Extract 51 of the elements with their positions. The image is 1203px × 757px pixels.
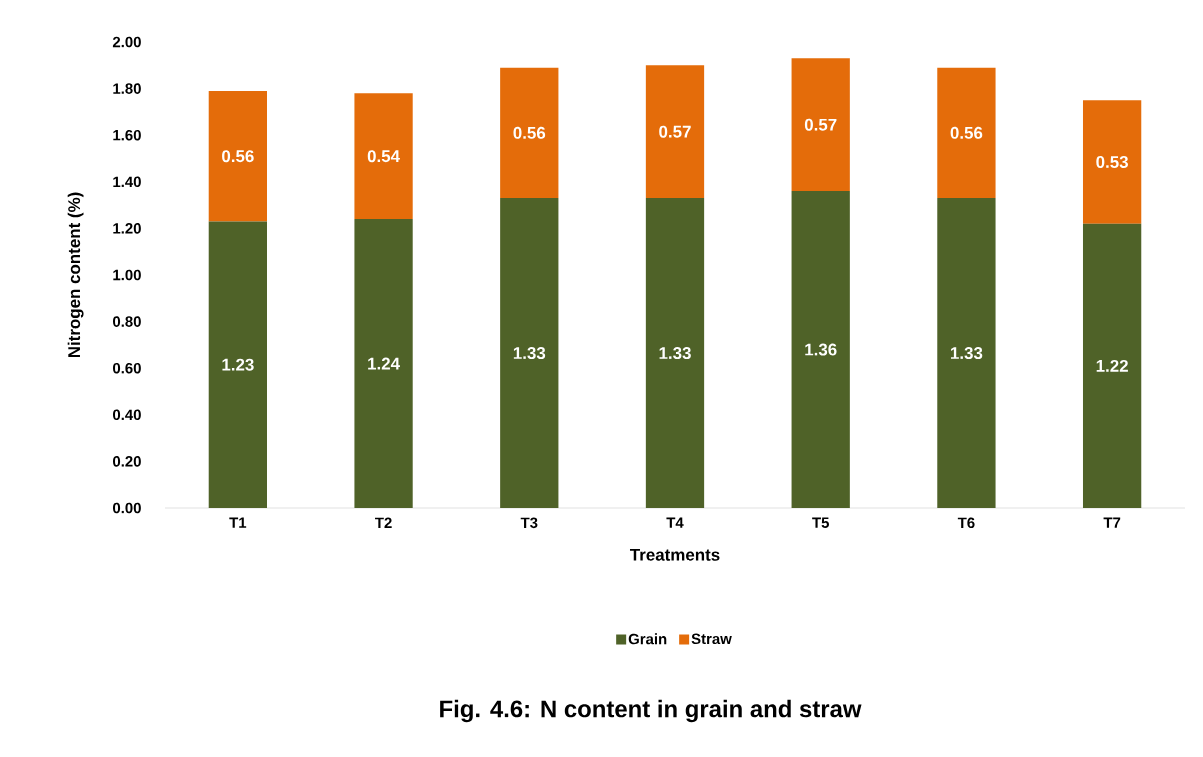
data-label: 1.33 <box>659 347 691 360</box>
data-label: 0.54 <box>367 150 400 163</box>
y-tick-label: 1.00 <box>113 269 141 281</box>
data-label: 1.33 <box>950 347 983 360</box>
bar <box>1082 223 1142 508</box>
bar <box>500 67 559 199</box>
legend-label: Grain <box>628 633 667 645</box>
bar <box>645 65 705 199</box>
data-label: 0.56 <box>950 126 983 139</box>
bar <box>791 58 850 192</box>
bar <box>645 198 705 508</box>
y-tick-label: 2.00 <box>112 36 141 48</box>
x-tick-label: T1 <box>229 517 247 528</box>
x-tick-label: T4 <box>666 517 684 528</box>
y-tick-label: 1.40 <box>113 176 141 188</box>
data-label: 0.53 <box>1096 155 1128 168</box>
bar <box>500 198 559 508</box>
y-axis-title: Nitrogen content (%) <box>67 192 84 358</box>
y-tick-label: 1.20 <box>113 223 141 234</box>
y-tick-label: 0.20 <box>112 456 141 467</box>
bar <box>791 191 850 508</box>
data-label: 0.56 <box>222 150 254 163</box>
data-label: 1.24 <box>368 357 400 370</box>
x-tick-label: T5 <box>812 517 829 528</box>
y-tick-label: 0.00 <box>112 502 141 514</box>
bar <box>208 90 267 222</box>
data-label: 1.36 <box>805 343 837 356</box>
legend-label: Straw <box>691 633 732 645</box>
text: Fig. 4.6: N content in grain and straw <box>440 699 862 723</box>
data-label: 0.56 <box>513 126 546 139</box>
y-tick-label: 0.60 <box>112 362 141 374</box>
y-tick-label: 1.60 <box>113 129 141 141</box>
data-label: 1.23 <box>222 358 254 371</box>
bar <box>937 67 996 199</box>
x-tick-label: T7 <box>1103 517 1121 528</box>
data-label: 1.33 <box>513 347 546 360</box>
bar <box>354 93 413 220</box>
y-tick-label: 0.40 <box>112 409 141 421</box>
bar <box>354 219 413 508</box>
x-tick-label: T3 <box>520 517 538 529</box>
y-tick-label: 1.80 <box>113 83 141 94</box>
data-label: 1.22 <box>1096 359 1128 372</box>
x-axis-title: Treatments <box>629 548 720 561</box>
x-tick-label: T2 <box>375 517 392 528</box>
y-tick-label: 0.80 <box>112 316 141 327</box>
bar <box>1082 100 1142 224</box>
data-label: 0.57 <box>659 125 691 138</box>
x-tick-label: T6 <box>957 517 975 529</box>
bar <box>208 221 267 508</box>
bar <box>937 198 996 508</box>
data-label: 0.57 <box>804 118 837 131</box>
